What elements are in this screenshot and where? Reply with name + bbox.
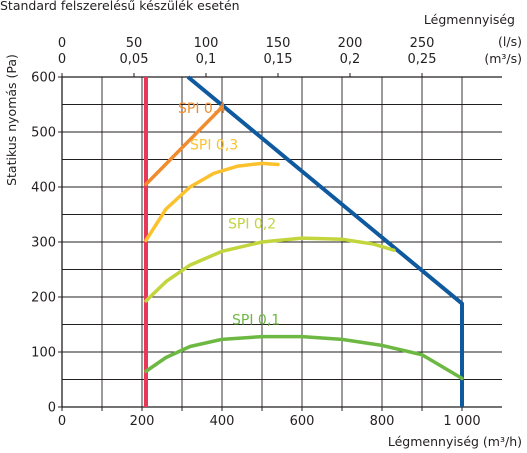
y-tick-label: 100 <box>31 346 56 361</box>
top-tick-label-m3s: 0,05 <box>120 52 149 67</box>
series-line-spi-0-3 <box>144 161 280 243</box>
top-tick-label-ls: 0 <box>58 36 66 51</box>
x-axis-label: Légmennyiség (m³/h) <box>388 434 522 449</box>
top-tick-label-ls: 150 <box>266 36 291 51</box>
y-tick-label: 200 <box>31 291 56 306</box>
series-label: SPI 0,2 <box>228 216 276 232</box>
x-tick-label: 200 <box>130 414 155 429</box>
y-tick-label: 300 <box>31 236 56 251</box>
y-tick-label: 600 <box>31 71 56 86</box>
top-tick-label-ls: 200 <box>338 36 363 51</box>
top-tick-label-m3s: 0,15 <box>264 52 293 67</box>
top-tick-label-m3s: 0,1 <box>196 52 217 67</box>
top-tick-label-m3s: 0 <box>58 52 66 67</box>
x-tick-label: 0 <box>58 414 66 429</box>
x-tick-label: 600 <box>290 414 315 429</box>
y-tick-label: 0 <box>48 401 56 416</box>
top-unit-ls: (l/s) <box>498 34 522 49</box>
series-label: SPI 0,3 <box>190 138 238 154</box>
series-line-spi-0-2 <box>144 236 396 303</box>
y-tick-label: 500 <box>31 126 56 141</box>
chart-subtitle: Standard felszerelésű készülék esetén <box>0 0 240 13</box>
top-tick-label-m3s: 0,25 <box>408 52 437 67</box>
y-tick-label: 400 <box>31 181 56 196</box>
series-label: SPI 0,4 <box>178 101 226 117</box>
series-line-spi-0-1 <box>144 334 464 381</box>
series-line-max_limit <box>186 75 464 407</box>
x-tick-label: 1 000 <box>443 414 480 429</box>
series-line-spi-0-4 <box>144 105 224 186</box>
top-tick-label-ls: 100 <box>194 36 219 51</box>
top-axis-title: Légmennyiség <box>423 12 515 27</box>
top-tick-label-m3s: 0,2 <box>340 52 361 67</box>
series-label: SPI 0,1 <box>232 313 280 329</box>
x-tick-label: 400 <box>210 414 235 429</box>
top-tick-label-ls: 50 <box>126 36 143 51</box>
top-unit-m3s: (m³/s) <box>484 51 522 66</box>
top-tick-label-ls: 250 <box>410 36 435 51</box>
x-tick-label: 800 <box>370 414 395 429</box>
y-axis-label: Statikus nyomás (Pa) <box>4 54 19 186</box>
